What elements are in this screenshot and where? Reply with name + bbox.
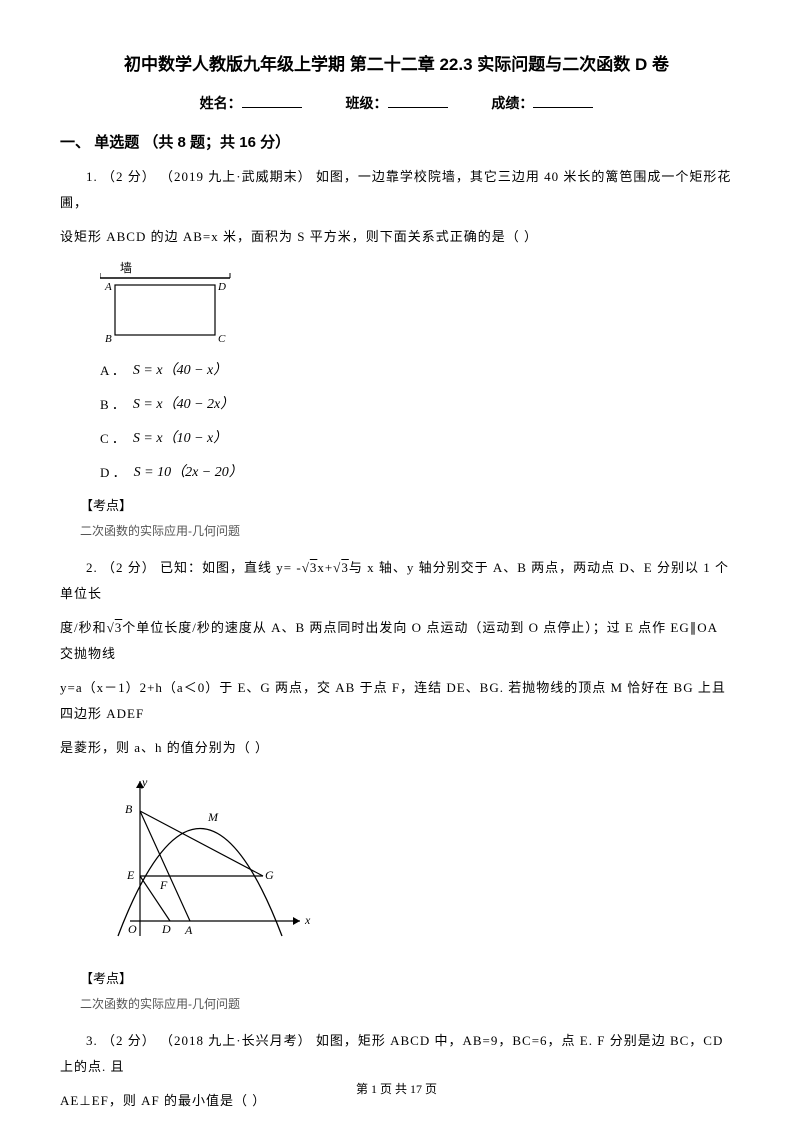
svg-text:D: D bbox=[161, 922, 171, 936]
q1-kaodian-label: 【考点】 bbox=[80, 495, 733, 514]
svg-text:B: B bbox=[125, 802, 133, 816]
q3-prefix: 3. bbox=[86, 1033, 98, 1048]
svg-text:G: G bbox=[265, 868, 274, 882]
student-info-line: 姓名： 班级： 成绩： bbox=[60, 93, 733, 113]
section-detail: （共 8 题；共 16 分） bbox=[143, 134, 290, 151]
q1-options: A ． S = x（40 − x） B ． S = x（40 − 2x） C ．… bbox=[100, 359, 733, 481]
svg-text:O: O bbox=[128, 922, 137, 936]
q2-text1a: 已知：如图，直线 y= - bbox=[160, 560, 302, 575]
q1-kaodian-content: 二次函数的实际应用-几何问题 bbox=[80, 522, 733, 539]
q3-source: （2018 九上·长兴月考） bbox=[160, 1033, 312, 1048]
svg-text:C: C bbox=[218, 333, 226, 345]
q2-line1: 2. （2 分） 已知：如图，直线 y= -√3x+√3与 x 轴、y 轴分别交… bbox=[60, 555, 733, 607]
q1-option-b[interactable]: B ． S = x（40 − 2x） bbox=[100, 393, 733, 413]
q2-text1b: x+ bbox=[317, 560, 333, 575]
option-formula: S = x（10 − x） bbox=[133, 427, 227, 447]
q1-line1: 1. （2 分） （2019 九上·武威期末） 如图，一边靠学校院墙，其它三边用… bbox=[60, 164, 733, 216]
q3-points: （2 分） bbox=[102, 1033, 156, 1048]
q2-text2b: 个单位长度/秒的速度从 A、B 两点同时出发向 O 点运动（运动到 O 点停止）… bbox=[60, 620, 717, 661]
q1-option-c[interactable]: C ． S = x（10 − x） bbox=[100, 427, 733, 447]
name-label: 姓名： bbox=[200, 95, 242, 111]
option-label: B ． bbox=[100, 394, 125, 413]
wall-label: 墙 bbox=[120, 261, 132, 275]
q2-kaodian-label: 【考点】 bbox=[80, 968, 733, 987]
section-title: 单选题 bbox=[94, 134, 139, 151]
option-formula: S = x（40 − x） bbox=[133, 359, 227, 379]
svg-text:y: y bbox=[141, 775, 148, 789]
class-label: 班级： bbox=[346, 95, 388, 111]
score-blank[interactable] bbox=[533, 107, 593, 108]
sqrt3-icon: √3 bbox=[333, 560, 349, 575]
section-number: 一、 bbox=[60, 134, 90, 151]
q1-figure: 墙 A D B C bbox=[100, 260, 733, 345]
svg-text:F: F bbox=[159, 878, 168, 892]
option-label: C ． bbox=[100, 428, 125, 447]
q2-figure: O x y B M E F G D A bbox=[100, 771, 733, 956]
q2-line3: y=a（x－1）2+h（a＜0）于 E、G 两点，交 AB 于点 F，连结 DE… bbox=[60, 675, 733, 727]
svg-text:A: A bbox=[184, 923, 193, 937]
name-blank[interactable] bbox=[242, 107, 302, 108]
score-label: 成绩： bbox=[491, 95, 533, 111]
option-label: D ． bbox=[100, 462, 126, 481]
q2-line2: 度/秒和√3个单位长度/秒的速度从 A、B 两点同时出发向 O 点运动（运动到 … bbox=[60, 615, 733, 667]
q1-option-a[interactable]: A ． S = x（40 − x） bbox=[100, 359, 733, 379]
q1-line2: 设矩形 ABCD 的边 AB=x 米，面积为 S 平方米，则下面关系式正确的是（… bbox=[60, 224, 733, 250]
q2-prefix: 2. bbox=[86, 560, 98, 575]
q2-points: （2 分） bbox=[102, 560, 156, 575]
section-header: 一、 单选题 （共 8 题；共 16 分） bbox=[60, 131, 733, 152]
sqrt3-icon: √3 bbox=[107, 620, 123, 635]
svg-text:M: M bbox=[207, 810, 219, 824]
svg-text:E: E bbox=[126, 868, 135, 882]
option-label: A ． bbox=[100, 360, 125, 379]
page-footer: 第 1 页 共 17 页 bbox=[0, 1080, 793, 1097]
q2-kaodian-content: 二次函数的实际应用-几何问题 bbox=[80, 995, 733, 1012]
q1-prefix: 1. bbox=[86, 169, 98, 184]
q1-source: （2019 九上·武威期末） bbox=[160, 169, 312, 184]
q1-option-d[interactable]: D ． S = 10（2x − 20） bbox=[100, 461, 733, 481]
sqrt3-icon: √3 bbox=[302, 560, 318, 575]
page-title: 初中数学人教版九年级上学期 第二十二章 22.3 实际问题与二次函数 D 卷 bbox=[60, 50, 733, 75]
q1-points: （2 分） bbox=[102, 169, 156, 184]
option-formula: S = x（40 − 2x） bbox=[133, 393, 234, 413]
q2-text2a: 度/秒和 bbox=[60, 620, 107, 635]
option-formula: S = 10（2x − 20） bbox=[134, 461, 243, 481]
q2-line4: 是菱形，则 a、h 的值分别为（ ） bbox=[60, 735, 733, 761]
svg-text:A: A bbox=[104, 281, 112, 293]
svg-text:B: B bbox=[105, 333, 112, 345]
q3-line1: 3. （2 分） （2018 九上·长兴月考） 如图，矩形 ABCD 中，AB=… bbox=[60, 1028, 733, 1080]
class-blank[interactable] bbox=[388, 107, 448, 108]
svg-text:x: x bbox=[304, 913, 311, 927]
svg-text:D: D bbox=[217, 281, 226, 293]
